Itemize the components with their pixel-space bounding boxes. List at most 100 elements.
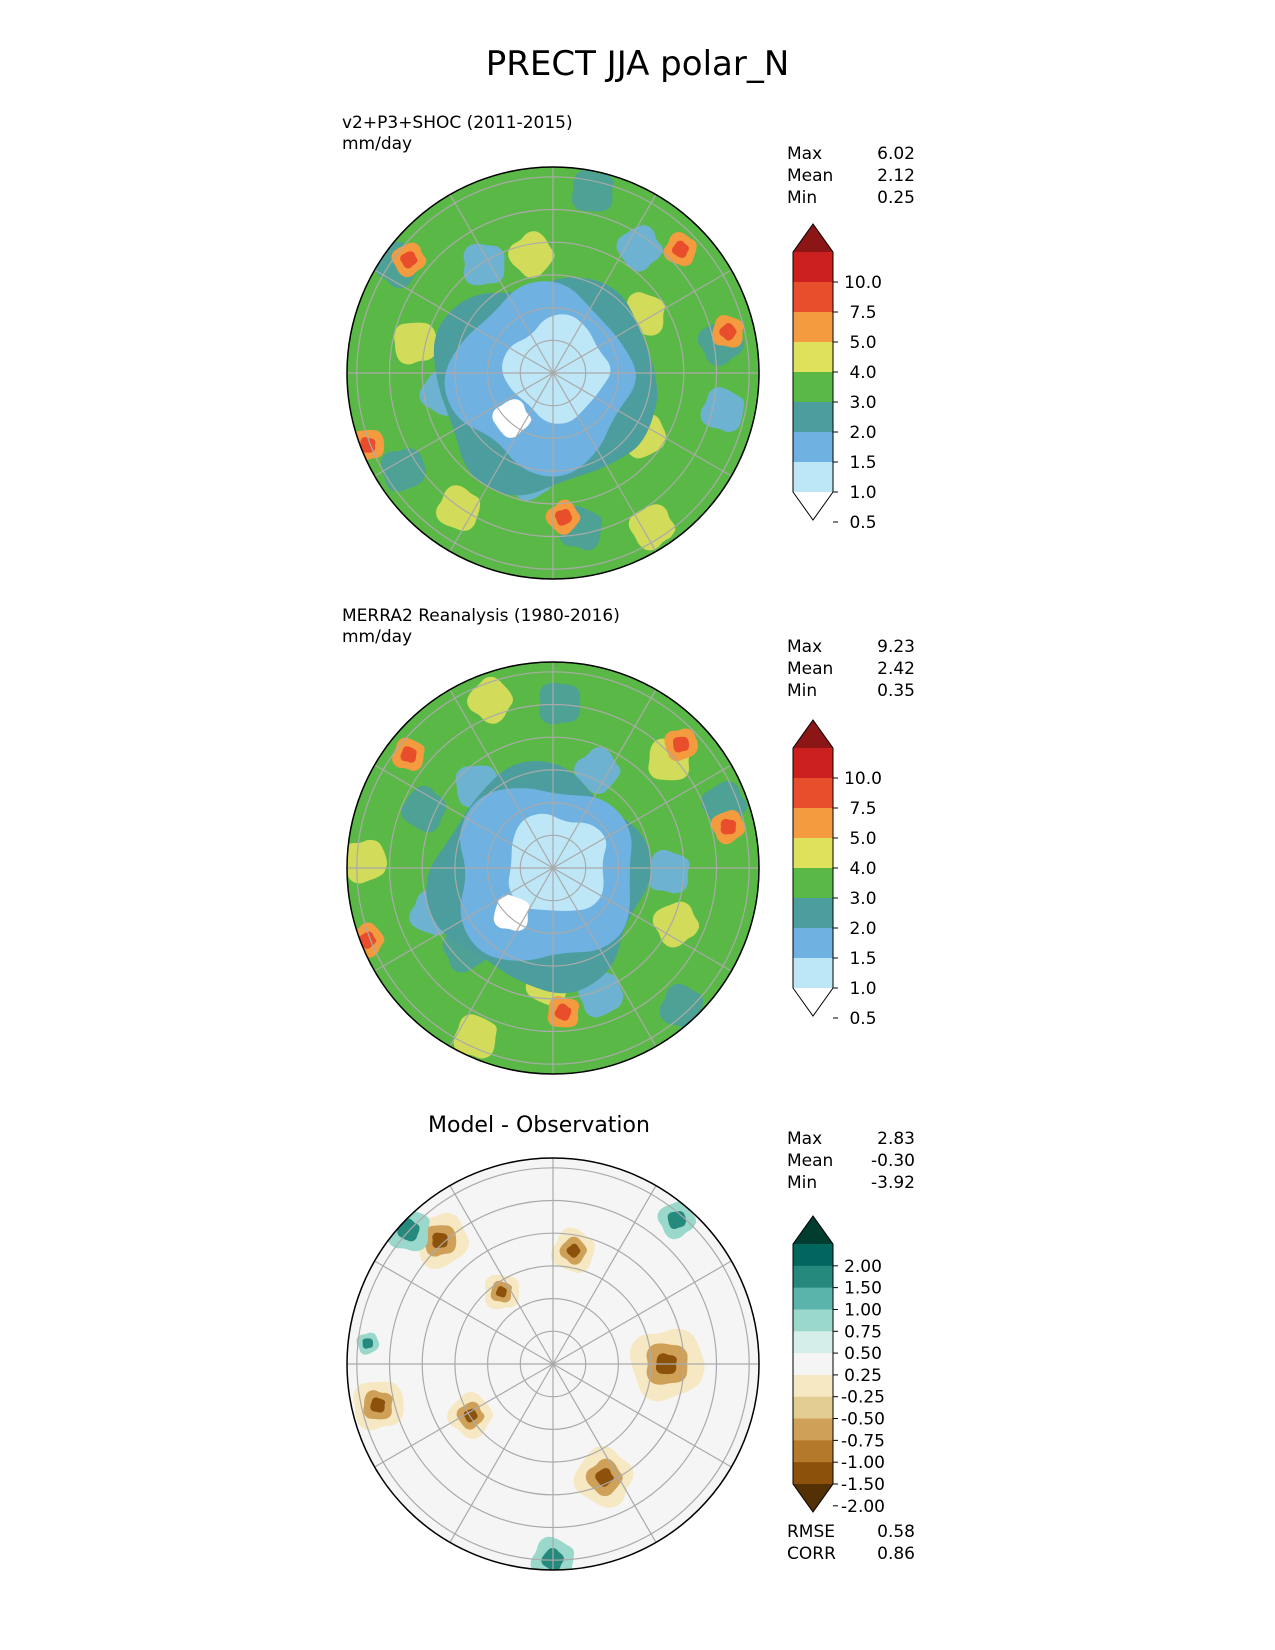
meridian-line bbox=[449, 689, 554, 869]
colorbar-segment bbox=[793, 1309, 833, 1332]
colorbar-tick-label: -0.25 bbox=[841, 1388, 885, 1408]
colorbar-tick-label: 0.5 bbox=[849, 513, 876, 533]
meridian-line bbox=[552, 1363, 657, 1543]
meridian-line bbox=[374, 1363, 554, 1468]
colorbar-tick-label: 0.5 bbox=[849, 1009, 876, 1029]
meridian-line bbox=[374, 1260, 554, 1365]
colorbar-segment bbox=[793, 1374, 833, 1398]
positive-core bbox=[362, 1338, 374, 1349]
stat-mean-value: 2.42 bbox=[877, 659, 915, 679]
stat-max-label: Max bbox=[787, 637, 823, 657]
precip-patch bbox=[647, 849, 690, 894]
colorbar-segment bbox=[793, 282, 833, 313]
colorbar-tick-label: 1.0 bbox=[849, 483, 876, 503]
stat-max-value: 6.02 bbox=[877, 144, 915, 164]
driest-patch bbox=[493, 894, 530, 931]
strong-negative bbox=[495, 1286, 507, 1298]
colorbar-segment bbox=[793, 958, 833, 989]
polar-map-1 bbox=[346, 166, 760, 580]
precip-patch bbox=[380, 448, 427, 492]
colorbar-segment bbox=[793, 1287, 833, 1310]
corr-value: 0.86 bbox=[877, 1544, 915, 1564]
colorbar-segment bbox=[793, 868, 833, 899]
colorbar-segment bbox=[793, 898, 833, 929]
meridian-line bbox=[552, 372, 657, 552]
colorbar-segment bbox=[793, 312, 833, 343]
panel3-stats: Max 2.83 Mean -0.30 Min -3.92 bbox=[787, 1128, 915, 1194]
precip-patch bbox=[401, 785, 448, 833]
stat-min-value: -3.92 bbox=[871, 1173, 915, 1193]
stat-mean-label: Mean bbox=[787, 659, 834, 679]
precip-patch bbox=[571, 169, 614, 212]
polar-map-2 bbox=[346, 661, 760, 1075]
colorbar-extend-max bbox=[793, 224, 833, 252]
meridian-line bbox=[449, 867, 554, 1047]
colorbar-segment bbox=[793, 838, 833, 869]
stat-min-value: 0.35 bbox=[877, 681, 915, 701]
precip-patch bbox=[700, 387, 745, 432]
colorbar-segment bbox=[793, 778, 833, 809]
colorbar-tick-label: 1.00 bbox=[844, 1300, 882, 1320]
panel1-stats: Max 6.02 Mean 2.12 Min 0.25 bbox=[787, 143, 915, 209]
colorbar-segment bbox=[793, 748, 833, 779]
colorbar-tick-label: 0.75 bbox=[844, 1322, 882, 1342]
stat-max-label: Max bbox=[787, 144, 823, 164]
panel1-title: v2+P3+SHOC (2011-2015) bbox=[342, 113, 573, 133]
colorbar-tick-label: 1.50 bbox=[844, 1279, 882, 1299]
meridian-line bbox=[552, 867, 657, 1047]
colorbar-tick-label: 2.0 bbox=[849, 919, 876, 939]
panel2-stats: Max 9.23 Mean 2.42 Min 0.35 bbox=[787, 636, 915, 702]
colorbar-tick-label: -1.00 bbox=[841, 1453, 885, 1473]
polar-map-3 bbox=[346, 1157, 760, 1571]
colorbar-extend-min bbox=[793, 1484, 833, 1512]
colorbar-panel1: 10.0 7.5 5.0 4.0 3.0 2.0 1.5 1.0 0.5 bbox=[792, 223, 882, 533]
meridian-line bbox=[552, 1185, 657, 1365]
rmse-value: 0.58 bbox=[877, 1522, 915, 1542]
wet-core bbox=[400, 251, 418, 269]
precip-patch bbox=[463, 243, 505, 286]
colorbar-segment bbox=[793, 1353, 833, 1376]
stat-min-value: 0.25 bbox=[877, 188, 915, 208]
meridian-line bbox=[374, 867, 554, 972]
meridian-line bbox=[552, 1260, 732, 1365]
meridian-line bbox=[449, 372, 554, 552]
meridian-line bbox=[552, 1363, 732, 1468]
colorbar-tick-label: 1.5 bbox=[849, 949, 876, 969]
colorbar-panel2: 10.0 7.5 5.0 4.0 3.0 2.0 1.5 1.0 0.5 bbox=[792, 719, 882, 1029]
colorbar-tick-label: 0.25 bbox=[844, 1366, 882, 1386]
meridian-line bbox=[552, 867, 732, 972]
stat-min-label: Min bbox=[787, 188, 818, 208]
colorbar-tick-label: 3.0 bbox=[849, 889, 876, 909]
colorbar-tick-label: 0.50 bbox=[844, 1344, 882, 1364]
colorbar-segment bbox=[793, 1418, 833, 1441]
precip-patch bbox=[628, 504, 677, 551]
meridian-line bbox=[449, 194, 554, 374]
colorbar-segment bbox=[793, 252, 833, 283]
map-boundary bbox=[346, 166, 760, 580]
colorbar-segment bbox=[793, 1265, 833, 1289]
rmse-label: RMSE bbox=[787, 1522, 836, 1542]
panel3-title: Model - Observation bbox=[428, 1113, 650, 1138]
colorbar-tick-label: 2.00 bbox=[844, 1257, 882, 1277]
stat-min-label: Min bbox=[787, 1173, 818, 1193]
meridian-line bbox=[449, 1363, 554, 1543]
strong-negative bbox=[566, 1243, 581, 1258]
meridian-line bbox=[552, 689, 657, 869]
precip-patch bbox=[539, 682, 581, 725]
colorbar-extend-min bbox=[793, 492, 833, 520]
colorbar-segment bbox=[793, 372, 833, 403]
colorbar-tick-label: -1.50 bbox=[841, 1475, 885, 1495]
colorbar-segment bbox=[793, 402, 833, 433]
colorbar-segment bbox=[793, 1396, 833, 1420]
stat-max-value: 9.23 bbox=[877, 637, 915, 657]
colorbar-tick-label: 2.0 bbox=[849, 423, 876, 443]
panel1-units: mm/day bbox=[342, 134, 413, 154]
colorbar-segment bbox=[793, 1462, 833, 1485]
colorbar-tick-label: 7.5 bbox=[849, 303, 876, 323]
colorbar-tick-label: 1.5 bbox=[849, 453, 876, 473]
colorbar-segment bbox=[793, 1244, 833, 1267]
colorbar-segment bbox=[793, 1440, 833, 1463]
stat-min-label: Min bbox=[787, 681, 818, 701]
colorbar-panel3: 2.001.501.000.750.500.25-0.25-0.50-0.75-… bbox=[792, 1215, 885, 1517]
wet-core bbox=[672, 736, 690, 753]
